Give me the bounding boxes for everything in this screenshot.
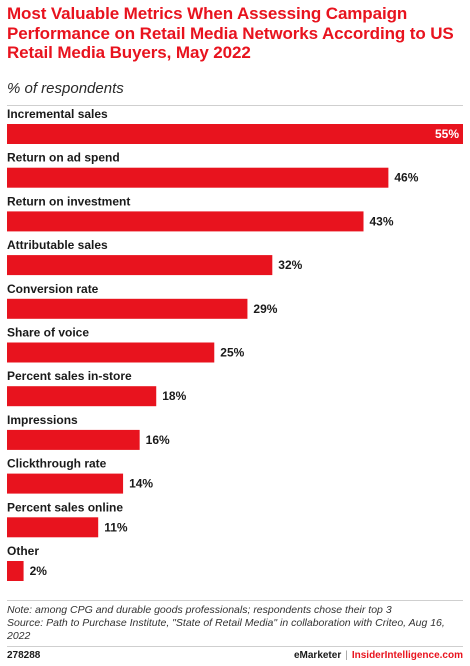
bar-return-on-investment <box>7 211 364 232</box>
brand-insiderintelligence: InsiderIntelligence.com <box>351 650 463 661</box>
category-label-percent-sales-online: Percent sales online <box>7 500 123 514</box>
category-label-return-on-ad-spend: Return on ad spend <box>7 151 120 165</box>
value-label-return-on-investment: 43% <box>370 214 394 228</box>
value-label-incremental-sales: 55% <box>435 127 459 141</box>
value-label-conversion-rate: 29% <box>253 302 277 316</box>
value-label-impressions: 16% <box>146 433 170 447</box>
category-label-clickthrough-rate: Clickthrough rate <box>7 457 107 471</box>
category-label-impressions: Impressions <box>7 413 78 427</box>
chart-id: 278288 <box>7 650 41 661</box>
chart-notes: Note: among CPG and durable goods profes… <box>7 604 463 643</box>
bottom-divider <box>7 600 463 601</box>
bar-return-on-ad-spend <box>7 167 389 188</box>
category-label-conversion-rate: Conversion rate <box>7 282 99 296</box>
value-label-share-of-voice: 25% <box>220 346 244 360</box>
bar-other <box>7 561 24 581</box>
bar-attributable-sales <box>7 255 273 276</box>
bar-conversion-rate <box>7 298 248 319</box>
bar-clickthrough-rate <box>7 473 124 494</box>
category-label-attributable-sales: Attributable sales <box>7 238 108 252</box>
bar-share-of-voice <box>7 342 215 363</box>
chart-subtitle: % of respondents <box>7 80 124 97</box>
value-label-percent-sales-in-store: 18% <box>162 389 186 403</box>
category-label-percent-sales-in-store: Percent sales in-store <box>7 369 132 383</box>
brand-separator: | <box>345 650 348 661</box>
note-text: Note: among CPG and durable goods profes… <box>7 604 392 616</box>
bar-chart: Incremental sales 55% Return on ad spend 46… <box>7 107 463 581</box>
value-label-percent-sales-online: 11% <box>104 520 128 534</box>
value-label-return-on-ad-spend: 46% <box>394 171 418 185</box>
top-divider <box>7 105 463 106</box>
bar-incremental-sales <box>7 124 463 144</box>
category-label-return-on-investment: Return on investment <box>7 194 130 208</box>
brand-emarketer: eMarketer <box>293 650 342 661</box>
footer-brand: eMarketer | InsiderIntelligence.com <box>294 650 463 661</box>
value-label-other: 2% <box>30 564 48 578</box>
category-label-other: Other <box>7 544 39 558</box>
bar-percent-sales-in-store <box>7 386 157 407</box>
footer-divider <box>7 646 463 647</box>
source-text: Source: Path to Purchase Institute, "Sta… <box>7 617 445 642</box>
category-label-incremental-sales: Incremental sales <box>7 107 108 121</box>
value-label-attributable-sales: 32% <box>278 258 302 272</box>
bar-impressions <box>7 429 140 450</box>
category-label-share-of-voice: Share of voice <box>7 326 89 340</box>
value-label-clickthrough-rate: 14% <box>129 477 153 491</box>
chart-title: Most Valuable Metrics When Assessing Cam… <box>7 4 454 62</box>
bar-percent-sales-online <box>7 517 99 538</box>
